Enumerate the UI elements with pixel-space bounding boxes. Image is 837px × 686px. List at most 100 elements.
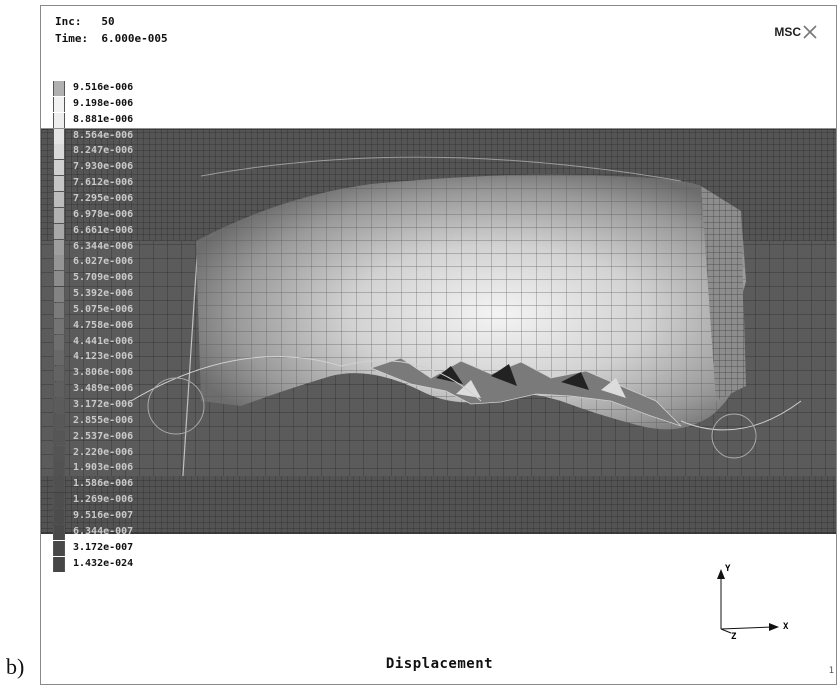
legend-swatch — [53, 477, 65, 493]
legend-row: 8.247e-006 — [53, 144, 193, 160]
legend-swatch — [53, 366, 65, 382]
legend-row: 9.198e-006 — [53, 96, 193, 112]
legend-row: 9.516e-007 — [53, 508, 193, 524]
legend-row: 1.586e-006 — [53, 477, 193, 493]
legend-swatch — [53, 112, 65, 128]
increment-readout: Inc: 50 — [55, 15, 115, 28]
legend-row: 3.489e-006 — [53, 382, 193, 398]
legend-value: 6.344e-006 — [73, 240, 134, 252]
legend-swatch — [53, 160, 65, 176]
legend-swatch — [53, 445, 65, 461]
legend-value: 3.172e-006 — [73, 399, 134, 410]
legend-value: 4.123e-006 — [73, 351, 134, 363]
legend-value: 7.612e-006 — [73, 177, 134, 189]
legend-row: 1.903e-006 — [53, 461, 193, 477]
fem-mesh-model[interactable] — [41, 6, 837, 685]
legend-value: 5.075e-006 — [73, 303, 134, 315]
time-readout: Time: 6.000e-005 — [55, 32, 168, 45]
legend-value: 2.855e-006 — [73, 414, 134, 426]
legend-row: 8.564e-006 — [53, 128, 193, 144]
legend-swatch — [53, 524, 65, 540]
legend-value: 1.269e-006 — [73, 494, 134, 506]
legend-swatch — [53, 318, 65, 334]
legend-value: 7.930e-006 — [73, 161, 134, 173]
legend-row: 7.295e-006 — [53, 191, 193, 207]
axis-y-label: Y — [725, 564, 731, 574]
legend-row: 1.269e-006 — [53, 493, 193, 509]
fem-viewport[interactable]: Inc: 50 Time: 6.000e-005 MSC 9.516e-006 9… — [40, 5, 837, 685]
legend-row: 7.612e-006 — [53, 176, 193, 192]
legend-value: 3.489e-006 — [73, 383, 134, 395]
legend-swatch — [53, 508, 65, 524]
legend-value: 5.709e-006 — [73, 272, 134, 284]
legend-swatch — [53, 271, 65, 287]
bottom-strip — [41, 476, 836, 534]
legend-row: 5.392e-006 — [53, 287, 193, 303]
axis-triad: Y X Z — [717, 564, 789, 641]
legend-value: 9.516e-006 — [73, 82, 134, 93]
legend-value: 6.978e-006 — [73, 208, 134, 220]
legend-swatch — [53, 302, 65, 318]
legend-row: 7.930e-006 — [53, 160, 193, 176]
legend-row: 5.709e-006 — [53, 271, 193, 287]
legend-value: 6.661e-006 — [73, 224, 134, 236]
legend-swatch — [53, 176, 65, 192]
legend-row: 5.075e-006 — [53, 302, 193, 318]
deformed-region — [196, 174, 746, 430]
legend-swatch — [53, 96, 65, 112]
legend-value: 9.198e-006 — [73, 97, 134, 109]
legend-value: 6.344e-007 — [73, 525, 134, 537]
legend-swatch — [53, 540, 65, 556]
legend-row: 6.027e-006 — [53, 255, 193, 271]
legend-row: 3.172e-007 — [53, 540, 193, 556]
legend-row: 4.758e-006 — [53, 318, 193, 334]
msc-logo: MSC — [774, 24, 818, 40]
plot-caption: Displacement — [385, 656, 494, 672]
legend-value: 1.432e-024 — [73, 557, 134, 569]
legend-value: 4.441e-006 — [73, 335, 134, 347]
legend-row: 6.978e-006 — [53, 207, 193, 223]
legend-value: 8.247e-006 — [73, 145, 134, 157]
subfigure-label: b) — [6, 654, 25, 679]
legend-row: 4.123e-006 — [53, 350, 193, 366]
legend-value: 5.392e-006 — [73, 288, 134, 300]
legend-swatch — [53, 556, 65, 572]
legend-value: 8.564e-006 — [73, 129, 134, 141]
legend-value: 8.881e-006 — [73, 113, 134, 125]
legend-swatch — [53, 207, 65, 223]
legend-row: 3.806e-006 — [53, 366, 193, 382]
legend-swatch — [53, 255, 65, 271]
legend-value: 1.903e-006 — [73, 462, 134, 474]
legend-row: 6.344e-007 — [53, 524, 193, 540]
legend-swatch — [53, 287, 65, 303]
legend-value: 2.220e-006 — [73, 446, 134, 458]
legend-swatch — [53, 461, 65, 477]
legend-swatch — [53, 191, 65, 207]
legend-row: 3.172e-006 — [53, 398, 193, 413]
legend-swatch — [53, 223, 65, 239]
legend-swatch — [53, 382, 65, 398]
legend-value: 7.295e-006 — [73, 192, 134, 204]
legend-swatch — [53, 128, 65, 144]
legend-value: 3.806e-006 — [73, 367, 134, 379]
axis-x-label: X — [783, 622, 789, 632]
logo-text: MSC — [774, 25, 801, 39]
legend-row: 6.661e-006 — [53, 223, 193, 239]
legend-row: 2.855e-006 — [53, 413, 193, 429]
legend-row: 8.881e-006 — [53, 112, 193, 128]
legend-row: 2.220e-006 — [53, 445, 193, 461]
legend-value: 1.586e-006 — [73, 478, 134, 490]
mesh-arcs — [130, 156, 802, 459]
legend-value: 9.516e-007 — [73, 509, 134, 521]
legend-swatch — [53, 144, 65, 160]
legend-swatch — [53, 429, 65, 445]
legend-row: 9.516e-006 — [53, 81, 193, 96]
legend-swatch — [53, 81, 65, 96]
legend-row: 4.441e-006 — [53, 334, 193, 350]
legend-value: 4.758e-006 — [73, 319, 134, 331]
legend-value: 2.537e-006 — [73, 430, 134, 442]
legend-row: 6.344e-006 — [53, 239, 193, 255]
legend-swatch — [53, 350, 65, 366]
msc-x-mark-icon — [803, 25, 817, 39]
legend-swatch — [53, 413, 65, 429]
